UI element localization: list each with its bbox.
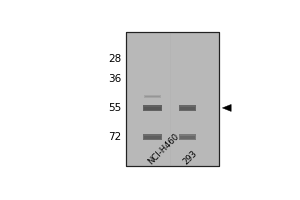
Bar bbox=[179, 134, 196, 140]
Bar bbox=[144, 136, 161, 139]
Bar bbox=[145, 96, 160, 97]
Polygon shape bbox=[222, 104, 231, 111]
Text: 28: 28 bbox=[108, 54, 121, 64]
Bar bbox=[180, 136, 195, 139]
Bar bbox=[143, 134, 163, 140]
Bar bbox=[145, 95, 161, 98]
Bar bbox=[126, 32, 219, 166]
Bar bbox=[180, 107, 195, 110]
Bar bbox=[143, 105, 163, 111]
Bar bbox=[179, 105, 196, 111]
Text: 55: 55 bbox=[108, 103, 121, 113]
Text: 72: 72 bbox=[108, 132, 121, 142]
Text: NCI-H460: NCI-H460 bbox=[146, 132, 181, 166]
Text: 36: 36 bbox=[108, 74, 121, 84]
Text: 293: 293 bbox=[181, 149, 199, 166]
Bar bbox=[144, 107, 161, 110]
Bar bbox=[126, 32, 219, 166]
